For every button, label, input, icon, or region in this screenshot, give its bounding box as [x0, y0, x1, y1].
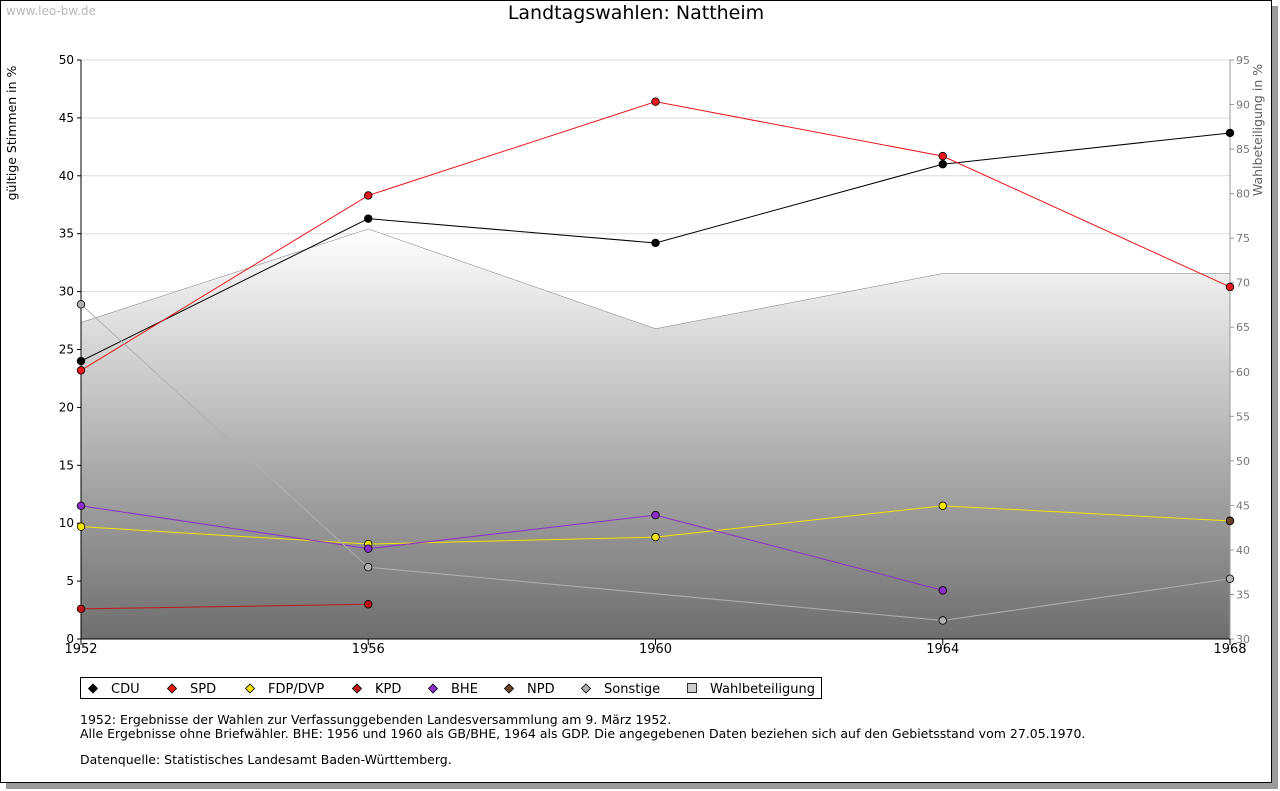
y-tick-label-25: 25	[59, 343, 74, 357]
legend-label-cdu: CDU	[111, 682, 140, 697]
chart-title: Landtagswahlen: Nattheim	[507, 2, 765, 24]
watermark: www.leo-bw.de	[6, 4, 96, 18]
y2-tick-label-70: 70	[1236, 277, 1250, 290]
point-cdu-1968	[1225, 128, 1235, 138]
y2-tick-label-60: 60	[1236, 366, 1250, 379]
legend-swatch-npd	[503, 683, 515, 694]
frame-shadow-right	[1272, 6, 1278, 789]
point-kpd-1956	[364, 600, 373, 609]
point-fdp-dvp-1952	[76, 522, 86, 531]
point-npd-1968	[1225, 516, 1235, 526]
point-sonstige-1956	[364, 563, 373, 572]
point-bhe-1952	[76, 501, 86, 511]
y-tick-label-15: 15	[59, 458, 74, 472]
point-fdp-dvp-1960	[651, 532, 660, 542]
y-tick-label-30: 30	[59, 285, 74, 299]
x-tick-label-1968: 1968	[1213, 642, 1246, 657]
series-markers	[76, 97, 1235, 625]
point-bhe-1956	[364, 544, 373, 553]
legend-swatch-wahlbeteiligung	[687, 683, 697, 693]
y2-tick-label-80: 80	[1236, 188, 1250, 201]
point-spd-1964	[938, 151, 947, 161]
y-tick-label-10: 10	[59, 516, 74, 530]
y-axis-label: gültige Stimmen in %	[4, 65, 19, 200]
point-spd-1956	[364, 191, 373, 200]
y2-tick-label-90: 90	[1236, 99, 1250, 112]
y2-tick-label-30: 30	[1236, 633, 1250, 646]
line-bhe	[80, 505, 943, 591]
y2-tick-label-45: 45	[1236, 499, 1250, 512]
legend-label-wahlbeteiligung: Wahlbeteiligung	[710, 682, 815, 697]
y2-tick-label-40: 40	[1236, 544, 1250, 557]
point-spd-1952	[76, 366, 86, 375]
y-tick-label-50: 50	[59, 53, 74, 67]
frame-shadow-bottom	[6, 783, 1278, 789]
x-tick-label-1960: 1960	[639, 642, 672, 657]
legend-label-fdp-dvp: FDP/DVP	[268, 682, 324, 697]
y2-tick-label-75: 75	[1236, 232, 1250, 245]
y2-tick-label-55: 55	[1236, 410, 1250, 423]
line-kpd	[80, 603, 369, 610]
turnout-area	[81, 229, 1230, 639]
point-cdu-1956	[364, 214, 373, 223]
y2-tick-label-50: 50	[1236, 455, 1250, 468]
y-tick-label-0: 0	[66, 632, 74, 646]
point-bhe-1960	[651, 510, 660, 520]
legend-label-sonstige: Sonstige	[604, 682, 660, 697]
legend-swatch-bhe	[427, 683, 439, 694]
legend-label-kpd: KPD	[375, 682, 401, 697]
y2-tick-label-65: 65	[1236, 321, 1250, 334]
line-sonstige	[80, 303, 1231, 621]
legend-label-bhe: BHE	[451, 682, 478, 697]
legend-swatch-spd	[166, 683, 178, 694]
footnote-1: 1952: Ergebnisse der Wahlen zur Verfassu…	[80, 712, 672, 727]
point-sonstige-1968	[1225, 574, 1235, 583]
point-fdp-dvp-1964	[938, 501, 947, 511]
point-bhe-1964	[938, 586, 947, 595]
point-cdu-1964	[938, 160, 947, 169]
point-sonstige-1964	[938, 616, 947, 625]
x-tick-label-1952: 1952	[64, 642, 97, 657]
point-spd-1968	[1225, 282, 1235, 292]
legend-swatch-cdu	[87, 683, 99, 694]
footnote-source: Datenquelle: Statistisches Landesamt Bad…	[80, 752, 452, 767]
y2-tick-label-35: 35	[1236, 588, 1250, 601]
legend-swatch-kpd	[351, 683, 363, 694]
footnote-2: Alle Ergebnisse ohne Briefwähler. BHE: 1…	[80, 726, 1086, 741]
legend-label-npd: NPD	[527, 682, 555, 697]
legend-label-spd: SPD	[190, 682, 216, 697]
y2-axis-label: Wahlbeteiligung in %	[1250, 64, 1265, 196]
y-tick-label-5: 5	[66, 574, 74, 588]
x-tick-label-1956: 1956	[352, 642, 385, 657]
y-tick-label-40: 40	[59, 169, 74, 183]
point-cdu-1960	[651, 238, 660, 248]
legend-box	[80, 677, 822, 699]
point-sonstige-1952	[76, 300, 86, 309]
y2-tick-label-85: 85	[1236, 143, 1250, 156]
legend-swatch-fdp-dvp	[244, 683, 256, 694]
y-tick-label-35: 35	[59, 227, 74, 241]
point-kpd-1952	[76, 604, 86, 614]
point-spd-1960	[651, 97, 660, 106]
y-tick-label-20: 20	[59, 400, 74, 414]
y-tick-label-45: 45	[59, 111, 74, 125]
point-cdu-1952	[76, 356, 86, 366]
y2-tick-label-95: 95	[1236, 54, 1250, 67]
x-tick-label-1964: 1964	[926, 642, 959, 657]
axes: 0 5 10 15 20 25 30 35 40 45 50 30 35 40 45 50 55 60 65 70 75…	[59, 53, 1250, 657]
legend-swatch-sonstige	[580, 683, 592, 694]
legend: CDU SPD FDP/DVP KPD BHE NPD Sonstige Wahlbeteil…	[80, 677, 822, 699]
